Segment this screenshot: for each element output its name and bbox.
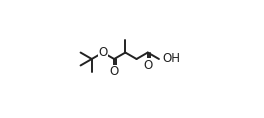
Text: O: O	[110, 65, 119, 78]
Text: O: O	[98, 46, 108, 59]
Text: O: O	[143, 59, 152, 72]
Text: OH: OH	[162, 53, 180, 65]
